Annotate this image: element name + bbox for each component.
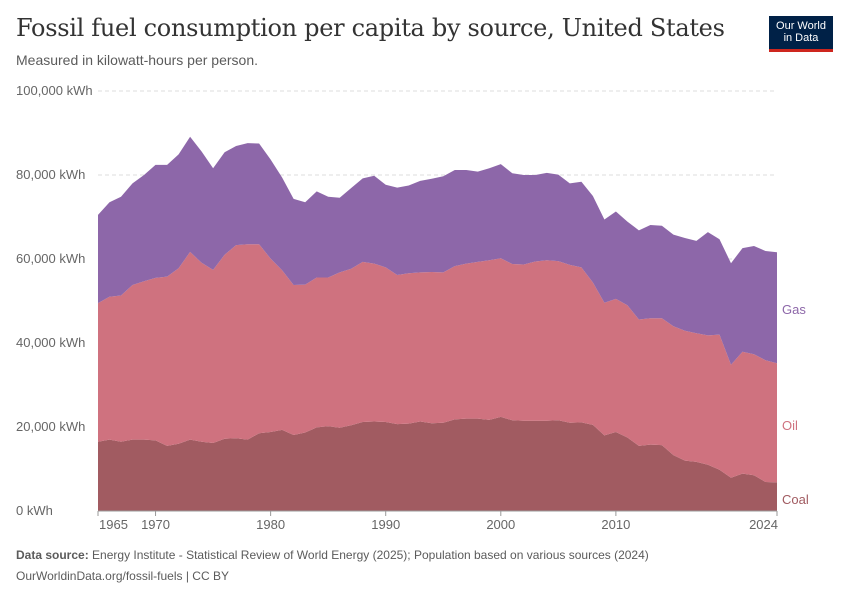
y-tick-label: 100,000 kWh (16, 83, 93, 98)
data-source: Data source: Energy Institute - Statisti… (16, 548, 649, 562)
logo-line1: Our World (776, 20, 826, 32)
series-label-oil: Oil (782, 418, 798, 433)
y-tick-label: 20,000 kWh (16, 419, 85, 434)
y-tick-label: 40,000 kWh (16, 335, 85, 350)
series-label-coal: Coal (782, 492, 809, 507)
x-tick-label: 2024 (749, 517, 778, 532)
x-tick-label: 2010 (601, 517, 630, 532)
x-tick-label: 1980 (256, 517, 285, 532)
series-label-gas: Gas (782, 302, 806, 317)
area-coal (98, 416, 777, 511)
stacked-area-chart: 0 kWh 20,000 kWh 40,000 kWh 60,000 kWh 80,00… (16, 83, 809, 532)
data-source-label: Data source: (16, 548, 89, 562)
y-tick-label: 0 kWh (16, 503, 53, 518)
data-source-text: Energy Institute - Statistical Review of… (92, 548, 649, 562)
chart-title: Fossil fuel consumption per capita by so… (16, 14, 725, 42)
source-url[interactable]: OurWorldinData.org/fossil-fuels | CC BY (16, 569, 229, 583)
owid-logo[interactable]: Our World in Data (769, 16, 833, 52)
area-oil (98, 244, 777, 483)
logo-line2: in Data (783, 32, 819, 44)
x-tick-label: 1970 (141, 517, 170, 532)
area-gas (98, 136, 777, 365)
chart-subtitle: Measured in kilowatt-hours per person. (16, 52, 259, 68)
x-tick-label: 1990 (371, 517, 400, 532)
x-tick-label: 2000 (486, 517, 515, 532)
x-tick-label: 1965 (99, 517, 128, 532)
y-tick-label: 80,000 kWh (16, 167, 85, 182)
y-tick-label: 60,000 kWh (16, 251, 85, 266)
